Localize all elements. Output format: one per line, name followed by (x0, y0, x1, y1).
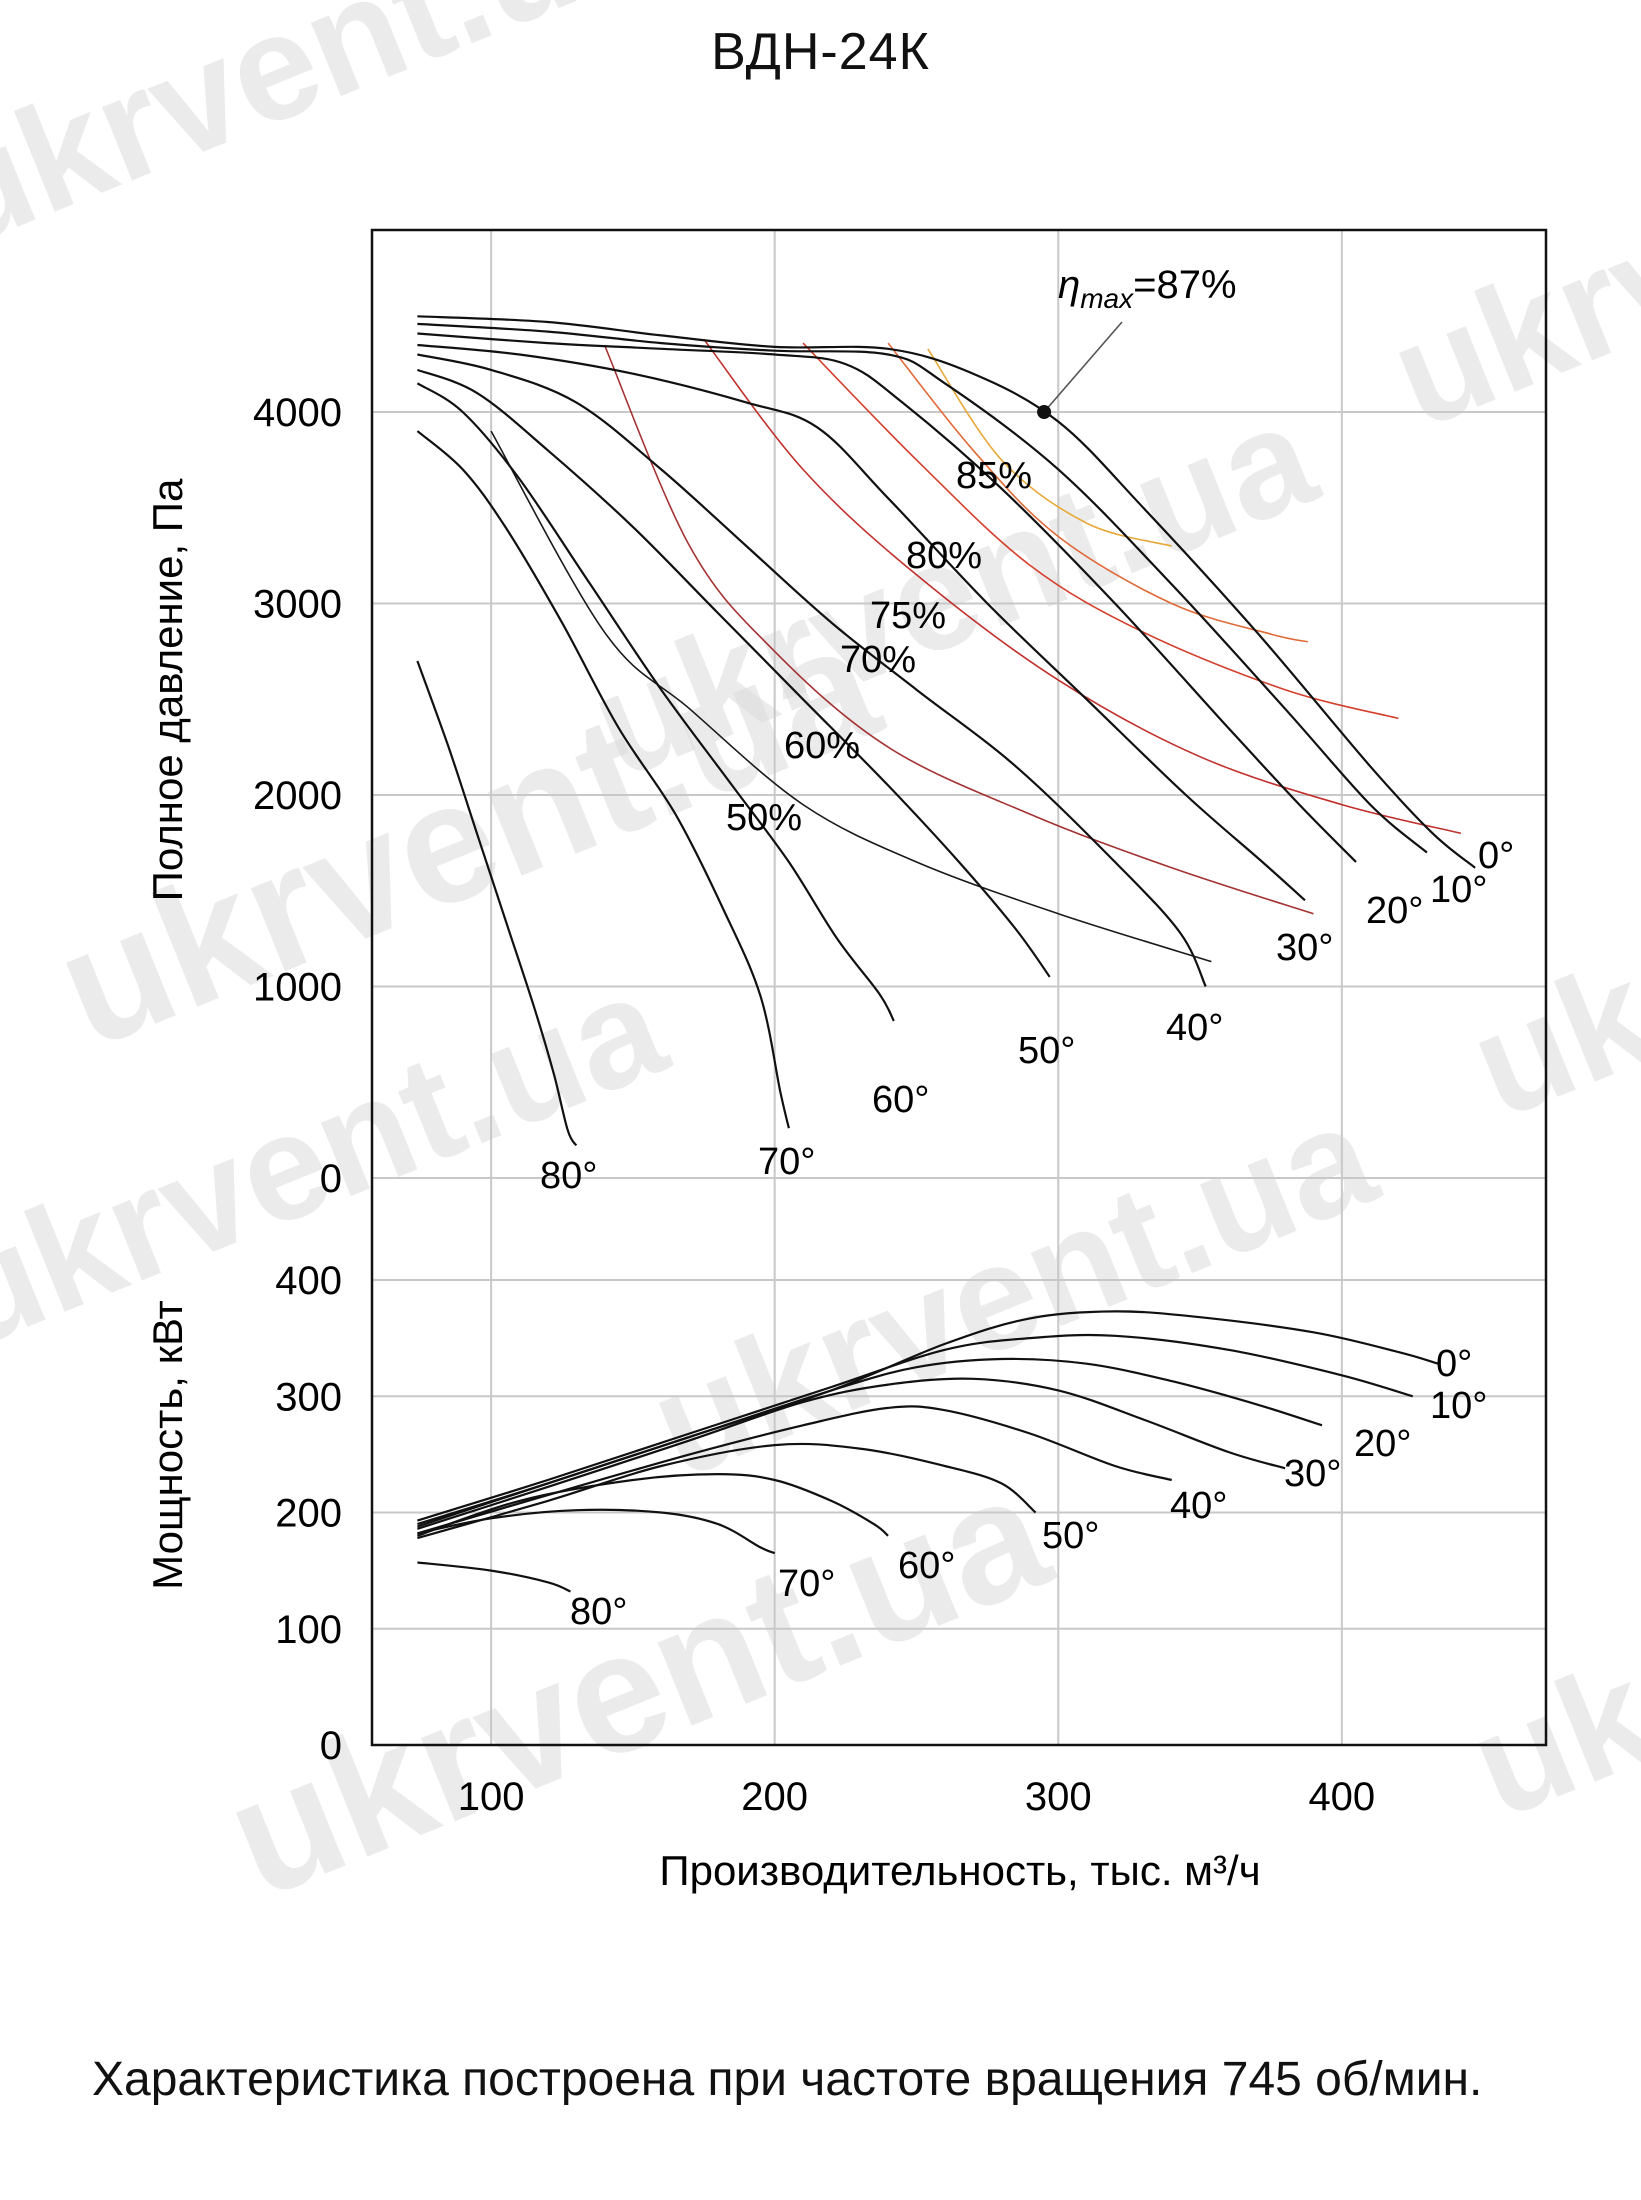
power-curve-30deg (417, 1377, 1286, 1530)
efficiency-label-80pct: 80% (906, 535, 982, 577)
pressure-curve-60deg (416, 382, 895, 1022)
eta-symbol: η (1058, 263, 1080, 307)
pressure-curve-label-60deg: 60° (872, 1079, 929, 1121)
efficiency-label-85pct: 85% (956, 455, 1032, 497)
x-tick-label: 200 (741, 1775, 808, 1819)
eta-value: =87% (1133, 263, 1236, 307)
x-axis-label: Производительность, тыс. м³/ч (659, 1847, 1260, 1894)
power-curve-10deg (417, 1333, 1414, 1522)
power-curve-label-80deg: 80° (570, 1591, 627, 1633)
power-curve-label-10deg: 10° (1430, 1385, 1487, 1427)
power-curves (417, 1310, 1439, 1593)
page-title: ВДН-24К (711, 23, 930, 81)
pressure-curve-label-70deg: 70° (758, 1141, 815, 1183)
y-tick-label-power: 200 (275, 1492, 342, 1536)
power-curve-label-40deg: 40° (1170, 1485, 1227, 1527)
watermark-text: ukrvent.ua (629, 1069, 1397, 1510)
y-tick-label-power: 100 (275, 1608, 342, 1652)
pressure-curve-40deg (417, 353, 1207, 987)
power-curve-label-60deg: 60° (898, 1545, 955, 1587)
plot-frame (370, 228, 1548, 1747)
pressure-curve-label-0deg: 0° (1478, 835, 1514, 877)
x-tick-label: 400 (1308, 1775, 1375, 1819)
y-tick-label-power: 400 (275, 1259, 342, 1303)
watermark-text: ukrvent.ua (0, 0, 677, 280)
watermark-text: ukrvent.ua (569, 369, 1337, 810)
axes: 100 200 300 4000100020003000400001002003004… (144, 228, 1548, 1894)
efficiency-label-75pct: 75% (870, 595, 946, 637)
pressure-curve-0deg (417, 315, 1476, 869)
pressure-curve-10deg (417, 322, 1428, 854)
efficiency-isolines (490, 338, 1462, 963)
y-tick-label-pressure: 2000 (253, 774, 342, 818)
eta-subscript: max (1080, 283, 1134, 314)
power-curve-label-70deg: 70° (778, 1563, 835, 1605)
isoline-80pct (887, 342, 1308, 643)
power-curve-label-0deg: 0° (1436, 1343, 1472, 1385)
isoline-50pct (490, 430, 1212, 963)
pressure-curve-70deg (416, 430, 790, 1129)
eta-max-point (1037, 405, 1052, 419)
power-curve-label-20deg: 20° (1354, 1423, 1411, 1465)
pressure-curve-label-50deg: 50° (1018, 1030, 1075, 1072)
pressure-curve-label-20deg: 20° (1366, 890, 1423, 932)
isoline-85pct (927, 348, 1172, 547)
power-curve-label-30deg: 30° (1284, 1453, 1341, 1495)
eta-max-label: ηmax=87% (1058, 263, 1237, 314)
x-tick-label: 300 (1025, 1775, 1092, 1819)
power-curve-60deg (417, 1472, 889, 1537)
pressure-curve-20deg (417, 332, 1357, 863)
y-tick-label-pressure: 3000 (253, 583, 342, 627)
y-axis-label-pressure: Полное давление, Па (144, 478, 191, 901)
grid (372, 230, 1546, 1746)
power-curve-80deg (417, 1561, 571, 1593)
pressure-curve-label-30deg: 30° (1276, 927, 1333, 969)
chart-caption: Характеристика построена при частоте вра… (92, 2053, 1483, 2106)
watermark-text: ukrvent.ua (1369, 19, 1641, 460)
y-tick-label-pressure: 0 (320, 1157, 342, 1201)
y-tick-label-power: 300 (275, 1375, 342, 1419)
pressure-curve-80deg (416, 660, 578, 1147)
pressure-curve-label-10deg: 10° (1430, 869, 1487, 911)
power-curve-70deg (417, 1508, 776, 1555)
efficiency-label-70pct: 70% (840, 639, 916, 681)
isoline-70pct (703, 338, 1462, 835)
power-curve-20deg (417, 1357, 1323, 1528)
efficiency-label-50pct: 50% (726, 797, 802, 839)
y-tick-label-pressure: 1000 (253, 966, 342, 1010)
power-curve-50deg (417, 1442, 1037, 1540)
pressure-curve-50deg (417, 368, 1051, 978)
power-curve-label-50deg: 50° (1042, 1515, 1099, 1557)
y-tick-label-power: 0 (320, 1724, 342, 1768)
pressure-curve-30deg (417, 343, 1306, 902)
watermark-layer: ukrvent.uaukrvent.uaukrvent.uaukrvent.ua… (0, 0, 1641, 1934)
pressure-curve-label-80deg: 80° (540, 1155, 597, 1197)
pressure-curves (416, 315, 1476, 1147)
y-tick-label-pressure: 4000 (253, 391, 342, 435)
isoline-60pct (603, 344, 1314, 915)
efficiency-label-60pct: 60% (784, 725, 860, 767)
curve-labels: 0°10°20°30°40°50°60°70°80°85%80%75%70%60… (540, 455, 1514, 1633)
eta-max-leader (1043, 321, 1123, 413)
pressure-curve-label-40deg: 40° (1166, 1007, 1223, 1049)
y-axis-label-power: Мощность, кВт (144, 1300, 191, 1590)
x-tick-label: 100 (458, 1775, 525, 1819)
isoline-75pct (802, 342, 1399, 720)
eta-max-annotation: ηmax=87% (1037, 263, 1237, 419)
